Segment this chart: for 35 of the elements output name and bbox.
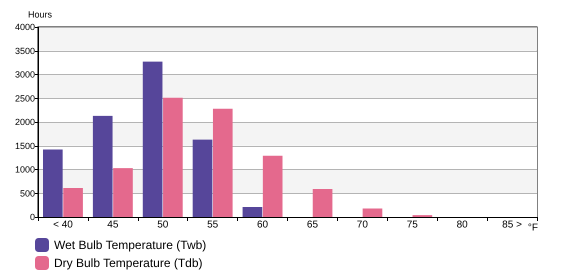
y-tick-label: 4000 <box>14 22 35 32</box>
bar <box>212 108 233 217</box>
bar <box>362 208 382 217</box>
x-tick-label: 60 <box>256 220 269 230</box>
y-axis-title: Hours <box>28 10 53 20</box>
x-tick-label: 55 <box>207 220 219 230</box>
y-tick-label: 1500 <box>14 140 35 151</box>
y-tick-label: 1000 <box>14 164 35 174</box>
y-tick-label: 2500 <box>14 93 35 104</box>
x-tick-label: 65 <box>306 220 318 230</box>
x-tick-label: 85 > <box>502 220 522 230</box>
y-tick-label: 0 <box>30 212 35 222</box>
y-tick-label: 3500 <box>14 46 35 56</box>
y-tick-label: 3000 <box>14 70 35 80</box>
x-axis-title: °F <box>528 222 538 234</box>
bar <box>163 98 183 217</box>
x-tick-label: < 40 <box>53 220 74 230</box>
bar <box>192 140 212 217</box>
bar <box>242 207 262 217</box>
y-tick-label: 500 <box>20 188 35 198</box>
bar <box>262 156 283 217</box>
legend-label: Wet Bulb Temperature (Twb) <box>54 238 206 252</box>
bar <box>113 168 133 217</box>
x-tick-label: 75 <box>406 220 418 230</box>
bar <box>42 150 63 217</box>
legend-label: Dry Bulb Temperature (Tdb) <box>54 256 203 270</box>
bar <box>312 188 332 217</box>
bar <box>142 62 162 217</box>
x-tick-label: 50 <box>157 220 169 230</box>
bar <box>63 188 83 217</box>
x-tick-label: 70 <box>356 220 368 230</box>
y-tick-label: 2000 <box>14 117 35 127</box>
x-tick-label: 45 <box>107 220 119 230</box>
x-tick-label: 80 <box>456 220 468 230</box>
bar <box>92 116 113 217</box>
